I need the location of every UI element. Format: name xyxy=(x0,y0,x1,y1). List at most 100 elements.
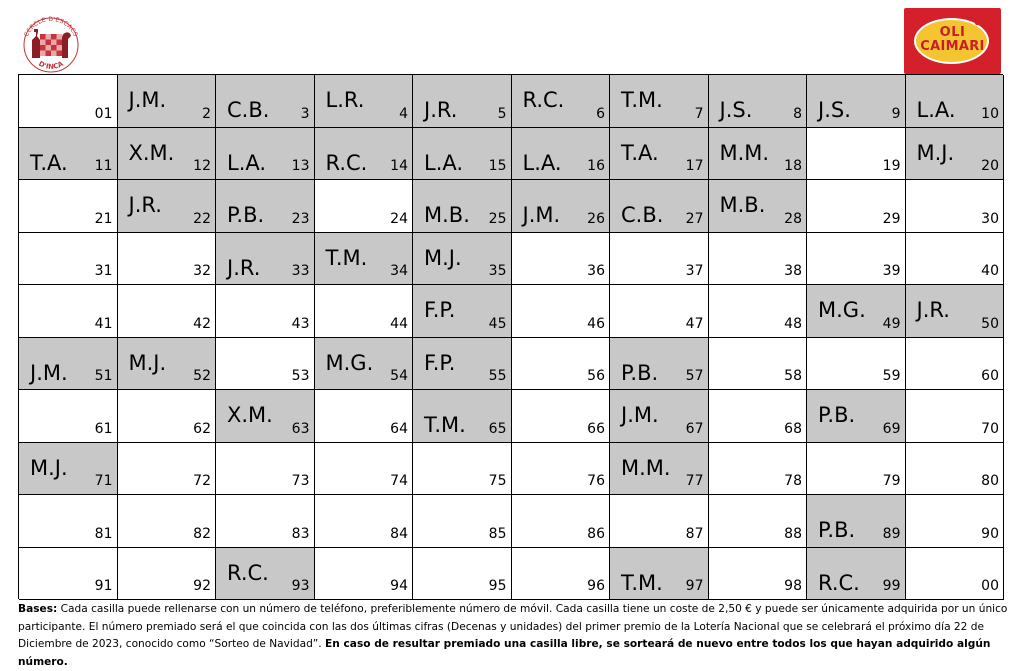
cell-number: 59 xyxy=(882,368,901,384)
grid-cell: 61 xyxy=(19,390,118,443)
cell-number: 23 xyxy=(291,210,310,227)
cell-number: 9 xyxy=(891,105,901,122)
grid-cell: 83 xyxy=(216,495,315,548)
club-logo-bottom-text: D'INCA xyxy=(37,59,65,70)
grid-cell: J.S. 9 xyxy=(807,75,906,128)
cell-number: 11 xyxy=(94,158,113,174)
cell-number: 48 xyxy=(784,315,802,332)
cell-number: 29 xyxy=(882,210,901,227)
cell-number: 87 xyxy=(685,525,704,542)
cell-number: 66 xyxy=(587,420,605,437)
rules-label: Bases: xyxy=(18,603,58,615)
cell-number: 80 xyxy=(981,473,999,489)
cell-initials: M.J. xyxy=(916,140,955,165)
sponsor-logo-line2: CAIMARI xyxy=(920,39,985,54)
cell-number: 90 xyxy=(981,525,999,542)
grid-cell: R.C. 99 xyxy=(807,547,906,600)
grid-cell: 72 xyxy=(117,442,216,495)
cell-initials: J.R. xyxy=(916,298,950,322)
grid-cell: 98 xyxy=(708,547,807,600)
grid-cell: 78 xyxy=(708,442,807,495)
cell-number: 42 xyxy=(193,315,211,332)
grid-cell: P.B. 69 xyxy=(807,390,906,443)
cell-initials: T.M. xyxy=(424,413,466,437)
grid-cell: T.M. 97 xyxy=(610,547,709,600)
grid-cell: T.M. 65 xyxy=(413,390,512,443)
cell-initials: R.C. xyxy=(325,150,368,175)
grid-cell: M.J. 35 xyxy=(413,232,512,285)
grid-cell: J.R. 33 xyxy=(216,232,315,285)
cell-initials: L.A. xyxy=(227,150,267,175)
grid-cell: 44 xyxy=(314,285,413,338)
number-grid: 01 J.M. 2 C.B. 3 L.R. 4 J.R. 5 R.C. 6 T.M. 7 J.S. 8 J.S… xyxy=(18,74,1004,600)
cell-initials: C.B. xyxy=(227,98,270,122)
cell-number: 40 xyxy=(981,263,999,279)
cell-number: 95 xyxy=(488,578,507,594)
cell-initials: T.A. xyxy=(621,140,659,165)
cell-number: 34 xyxy=(390,263,408,279)
sponsor-logo-oval xyxy=(914,18,989,64)
cell-initials: M.M. xyxy=(719,140,770,165)
cell-number: 94 xyxy=(390,578,408,594)
cell-number: 97 xyxy=(685,578,704,594)
grid-cell: 53 xyxy=(216,337,315,390)
cell-number: 99 xyxy=(882,578,901,594)
cell-initials: M.J. xyxy=(128,350,167,375)
cell-number: 67 xyxy=(685,420,704,437)
cell-initials: M.M. xyxy=(621,455,671,480)
grid-cell: 74 xyxy=(314,442,413,495)
cell-number: 61 xyxy=(94,420,113,437)
rules-body: Cada casilla puede rellenarse con un núm… xyxy=(18,603,1008,650)
cell-initials: M.G. xyxy=(325,350,374,375)
cell-number: 2 xyxy=(202,105,211,122)
cell-number: 18 xyxy=(784,158,802,174)
grid-cell: 19 xyxy=(807,127,906,180)
grid-cell: J.S. 8 xyxy=(708,75,807,128)
cell-number: 43 xyxy=(291,315,310,332)
cell-number: 89 xyxy=(882,525,901,542)
cell-number: 8 xyxy=(793,105,802,122)
grid-cell: 75 xyxy=(413,442,512,495)
cell-initials: R.C. xyxy=(818,570,860,595)
grid-cell: T.A. 11 xyxy=(19,127,118,180)
cell-number: 54 xyxy=(390,368,408,384)
cell-number: 91 xyxy=(94,578,113,594)
grid-cell: 73 xyxy=(216,442,315,495)
grid-cell: P.B. 23 xyxy=(216,180,315,233)
cell-initials: X.M. xyxy=(227,403,273,427)
grid-cell: J.M. 67 xyxy=(610,390,709,443)
grid-cell: L.A. 13 xyxy=(216,127,315,180)
cell-initials: J.M. xyxy=(621,403,659,427)
grid-cell: 64 xyxy=(314,390,413,443)
cell-number: 56 xyxy=(587,368,605,384)
cell-initials: J.S. xyxy=(719,98,753,122)
cell-number: 76 xyxy=(587,473,605,489)
cell-number: 17 xyxy=(685,158,704,174)
grid-cell: M.B. 28 xyxy=(708,180,807,233)
grid-cell: F.P. 55 xyxy=(413,337,512,390)
cell-initials: M.B. xyxy=(424,203,470,227)
cell-initials: L.R. xyxy=(325,88,365,112)
cell-initials: T.A. xyxy=(30,150,68,175)
grid-cell: L.A. 10 xyxy=(905,75,1004,128)
cell-number: 15 xyxy=(488,158,507,174)
cell-number: 22 xyxy=(193,210,211,227)
grid-cell: J.R. 22 xyxy=(117,180,216,233)
grid-cell: 32 xyxy=(117,232,216,285)
grid-cell: M.G. 49 xyxy=(807,285,906,338)
cell-initials: F.P. xyxy=(424,298,456,322)
cell-initials: T.M. xyxy=(621,570,663,595)
grid-cell: 81 xyxy=(19,495,118,548)
grid-cell: 80 xyxy=(905,442,1004,495)
cell-number: 33 xyxy=(291,263,310,279)
cell-initials: J.S. xyxy=(818,98,851,122)
grid-cell: 00 xyxy=(905,547,1004,600)
grid-cell: 40 xyxy=(905,232,1004,285)
grid-cell: 76 xyxy=(511,442,610,495)
cell-initials: R.C. xyxy=(522,88,565,112)
cell-number: 96 xyxy=(587,578,605,594)
grid-cell: J.R. 5 xyxy=(413,75,512,128)
cell-initials: J.R. xyxy=(424,98,458,122)
cell-number: 35 xyxy=(488,263,507,279)
cell-number: 16 xyxy=(587,158,605,174)
